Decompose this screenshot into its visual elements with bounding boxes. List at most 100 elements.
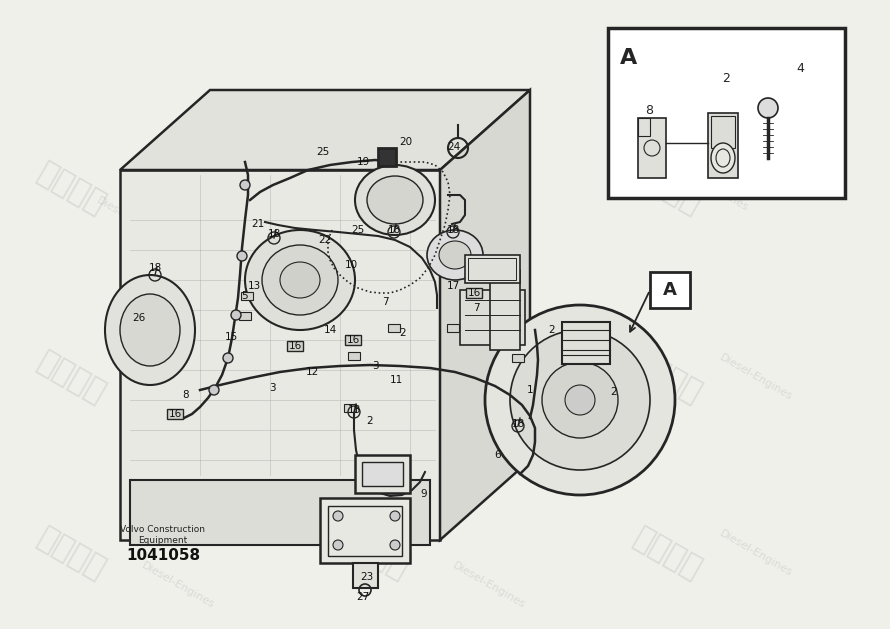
Text: 紫发动力: 紫发动力 — [335, 347, 413, 408]
Text: Diesel-Engines: Diesel-Engines — [407, 195, 483, 245]
Text: 12: 12 — [305, 367, 319, 377]
Text: 11: 11 — [390, 375, 402, 385]
Text: 18: 18 — [512, 419, 524, 429]
Text: 13: 13 — [247, 281, 261, 291]
Text: 10: 10 — [344, 260, 358, 270]
Text: 4: 4 — [796, 62, 804, 74]
Text: 7: 7 — [382, 297, 388, 307]
Text: 8: 8 — [182, 390, 190, 400]
Bar — [388, 324, 400, 332]
Text: 17: 17 — [447, 281, 459, 291]
Text: 紫发动力: 紫发动力 — [32, 523, 110, 584]
Text: 24: 24 — [448, 142, 461, 152]
Text: 3: 3 — [269, 383, 275, 393]
Text: 14: 14 — [323, 325, 336, 335]
Bar — [638, 118, 666, 178]
Text: 紫发动力: 紫发动力 — [32, 347, 110, 408]
Text: Diesel-Engines: Diesel-Engines — [140, 560, 216, 610]
Bar — [468, 258, 516, 280]
Text: 25: 25 — [352, 225, 365, 235]
Text: A: A — [663, 281, 677, 299]
Ellipse shape — [542, 362, 618, 438]
Ellipse shape — [237, 251, 247, 261]
Text: Diesel-Engines: Diesel-Engines — [95, 195, 172, 245]
Bar — [362, 462, 403, 486]
Ellipse shape — [262, 245, 338, 315]
Ellipse shape — [390, 540, 400, 550]
Text: Diesel-Engines: Diesel-Engines — [451, 560, 528, 610]
Ellipse shape — [711, 143, 735, 173]
Text: 20: 20 — [400, 137, 413, 147]
Bar — [287, 341, 303, 351]
Text: 紫发动力: 紫发动力 — [628, 523, 707, 584]
Bar — [608, 28, 845, 198]
Text: 16: 16 — [346, 335, 360, 345]
Bar — [512, 354, 524, 362]
Bar — [711, 116, 735, 148]
Text: 16: 16 — [288, 341, 302, 351]
Ellipse shape — [439, 241, 471, 269]
Text: 6: 6 — [495, 450, 501, 460]
Text: 1: 1 — [527, 385, 533, 395]
Text: 2: 2 — [549, 325, 555, 335]
Ellipse shape — [105, 275, 195, 385]
Text: 18: 18 — [347, 405, 360, 415]
Bar — [562, 322, 610, 364]
Ellipse shape — [209, 385, 219, 395]
Text: 16: 16 — [168, 409, 182, 419]
Text: Diesel-Engines: Diesel-Engines — [140, 384, 216, 434]
Ellipse shape — [390, 511, 400, 521]
Text: 紫发动力: 紫发动力 — [32, 158, 110, 220]
Bar — [348, 352, 360, 360]
Text: 紫发动力: 紫发动力 — [628, 347, 707, 408]
Text: 27: 27 — [356, 592, 369, 602]
Text: 23: 23 — [360, 572, 374, 582]
Ellipse shape — [333, 540, 343, 550]
Polygon shape — [130, 480, 430, 545]
Ellipse shape — [485, 305, 675, 495]
Text: Diesel-Engines: Diesel-Engines — [718, 352, 795, 403]
Text: 19: 19 — [356, 157, 369, 167]
Polygon shape — [120, 170, 440, 540]
Text: 7: 7 — [473, 303, 480, 313]
Ellipse shape — [355, 165, 435, 235]
Text: 紫发动力: 紫发动力 — [335, 523, 413, 584]
Text: 1041058: 1041058 — [126, 548, 200, 563]
Text: 25: 25 — [316, 147, 329, 157]
Bar — [447, 324, 459, 332]
Polygon shape — [440, 90, 530, 540]
Bar — [638, 118, 650, 136]
Bar — [708, 113, 738, 178]
Bar — [465, 255, 520, 283]
Text: 9: 9 — [421, 489, 427, 499]
Bar — [344, 404, 356, 412]
Text: 2: 2 — [400, 328, 407, 338]
Bar — [460, 290, 525, 345]
Text: Volvo Construction
Equipment: Volvo Construction Equipment — [120, 525, 206, 545]
Text: 16: 16 — [467, 288, 481, 298]
Text: 紫发动力: 紫发动力 — [628, 158, 707, 220]
Ellipse shape — [231, 310, 241, 320]
Ellipse shape — [245, 230, 355, 330]
Bar — [378, 148, 396, 166]
Text: Diesel-Engines: Diesel-Engines — [451, 384, 528, 434]
Bar — [490, 270, 520, 350]
Text: 2: 2 — [611, 387, 618, 397]
Text: 18: 18 — [149, 263, 162, 273]
Ellipse shape — [367, 176, 423, 224]
Text: 26: 26 — [133, 313, 146, 323]
Bar — [320, 498, 410, 563]
Text: 5: 5 — [242, 291, 248, 301]
Text: 紫发动力: 紫发动力 — [335, 158, 413, 220]
Text: 18: 18 — [387, 225, 400, 235]
Bar — [239, 312, 251, 320]
Text: 2: 2 — [367, 416, 373, 426]
Text: 21: 21 — [251, 219, 264, 229]
Text: 2: 2 — [722, 72, 730, 84]
Ellipse shape — [333, 511, 343, 521]
Text: 18: 18 — [447, 225, 459, 235]
Bar — [355, 455, 410, 493]
Text: Diesel-Engines: Diesel-Engines — [674, 164, 750, 214]
Ellipse shape — [758, 98, 778, 118]
Text: 3: 3 — [372, 361, 378, 371]
